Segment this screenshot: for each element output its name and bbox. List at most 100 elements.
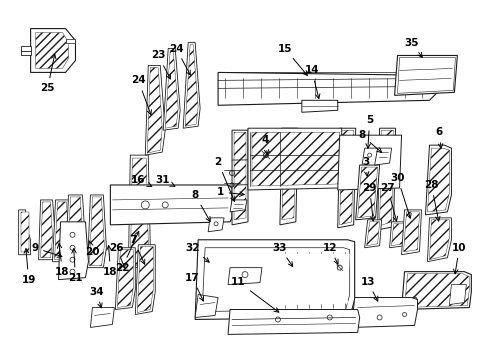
Polygon shape [247, 128, 341, 190]
Text: 35: 35 [404, 37, 421, 57]
Polygon shape [357, 167, 377, 218]
Text: 8: 8 [357, 130, 381, 153]
Polygon shape [165, 50, 178, 128]
Polygon shape [227, 268, 262, 285]
Polygon shape [227, 310, 359, 334]
Polygon shape [20, 212, 29, 252]
Polygon shape [364, 220, 381, 248]
Polygon shape [130, 158, 148, 268]
Text: 20: 20 [85, 241, 100, 257]
Text: 16: 16 [131, 175, 151, 186]
Polygon shape [337, 128, 355, 228]
Polygon shape [301, 100, 337, 112]
Polygon shape [115, 248, 135, 310]
Text: 10: 10 [451, 243, 466, 274]
Text: 31: 31 [155, 175, 175, 186]
Text: 32: 32 [184, 243, 209, 262]
Polygon shape [339, 130, 353, 225]
Text: 24: 24 [168, 44, 190, 75]
Text: 22: 22 [115, 231, 139, 273]
Polygon shape [195, 294, 218, 318]
Text: 34: 34 [89, 287, 103, 308]
Text: 2: 2 [214, 157, 234, 201]
Polygon shape [41, 202, 52, 258]
Polygon shape [404, 274, 468, 307]
Polygon shape [67, 197, 82, 263]
Text: 24: 24 [131, 75, 151, 114]
Polygon shape [137, 247, 153, 312]
Polygon shape [351, 298, 417, 328]
Polygon shape [52, 200, 70, 262]
Polygon shape [374, 148, 391, 165]
Text: 29: 29 [362, 183, 376, 221]
Polygon shape [425, 145, 450, 215]
Text: 12: 12 [322, 243, 337, 264]
Text: 18: 18 [55, 244, 70, 276]
Text: 1: 1 [216, 187, 244, 197]
Text: 21: 21 [68, 249, 82, 283]
Polygon shape [135, 245, 155, 315]
Polygon shape [355, 165, 379, 220]
Text: 30: 30 [389, 173, 410, 218]
Text: 14: 14 [304, 66, 319, 99]
Polygon shape [391, 224, 404, 246]
Polygon shape [337, 135, 401, 190]
Text: 4: 4 [261, 135, 268, 154]
Polygon shape [361, 148, 379, 168]
Polygon shape [55, 202, 68, 260]
Polygon shape [427, 148, 448, 212]
Polygon shape [251, 132, 339, 186]
Polygon shape [377, 128, 395, 230]
Polygon shape [403, 212, 419, 252]
Text: 8: 8 [191, 190, 210, 221]
Text: 19: 19 [21, 249, 36, 285]
Polygon shape [185, 45, 198, 126]
Polygon shape [427, 218, 450, 262]
Polygon shape [232, 130, 247, 225]
Text: 7: 7 [129, 235, 144, 264]
Polygon shape [208, 218, 224, 232]
Polygon shape [65, 39, 75, 42]
Polygon shape [87, 195, 106, 268]
Polygon shape [128, 155, 150, 270]
Polygon shape [36, 32, 68, 68]
Polygon shape [401, 210, 421, 255]
Text: 18: 18 [103, 246, 118, 276]
Text: 9: 9 [31, 243, 61, 257]
Polygon shape [163, 49, 180, 130]
Polygon shape [117, 250, 133, 307]
Polygon shape [366, 222, 379, 246]
Polygon shape [183, 42, 200, 128]
Text: 3: 3 [361, 157, 368, 176]
Text: 17: 17 [184, 273, 203, 301]
Text: 11: 11 [230, 276, 278, 312]
Text: 5: 5 [365, 115, 372, 148]
Text: 6: 6 [435, 127, 442, 148]
Polygon shape [110, 185, 232, 225]
Polygon shape [229, 200, 246, 212]
Polygon shape [389, 222, 406, 248]
Polygon shape [20, 45, 31, 55]
Polygon shape [147, 67, 162, 153]
Text: 33: 33 [272, 243, 292, 266]
Polygon shape [281, 254, 349, 306]
Polygon shape [448, 285, 466, 305]
Polygon shape [89, 197, 104, 266]
Polygon shape [145, 66, 165, 155]
Text: 26: 26 [109, 243, 125, 268]
Polygon shape [428, 220, 448, 260]
Polygon shape [279, 128, 297, 225]
Polygon shape [379, 130, 393, 226]
Text: 13: 13 [360, 276, 377, 301]
Text: 23: 23 [151, 50, 170, 79]
Text: 25: 25 [40, 54, 56, 93]
Text: 15: 15 [277, 44, 307, 76]
Text: 27: 27 [380, 183, 397, 221]
Polygon shape [59, 222, 88, 280]
Polygon shape [39, 200, 56, 260]
Polygon shape [195, 240, 354, 319]
Polygon shape [281, 130, 295, 220]
Polygon shape [394, 55, 456, 95]
Polygon shape [90, 307, 114, 328]
Polygon shape [31, 28, 75, 72]
